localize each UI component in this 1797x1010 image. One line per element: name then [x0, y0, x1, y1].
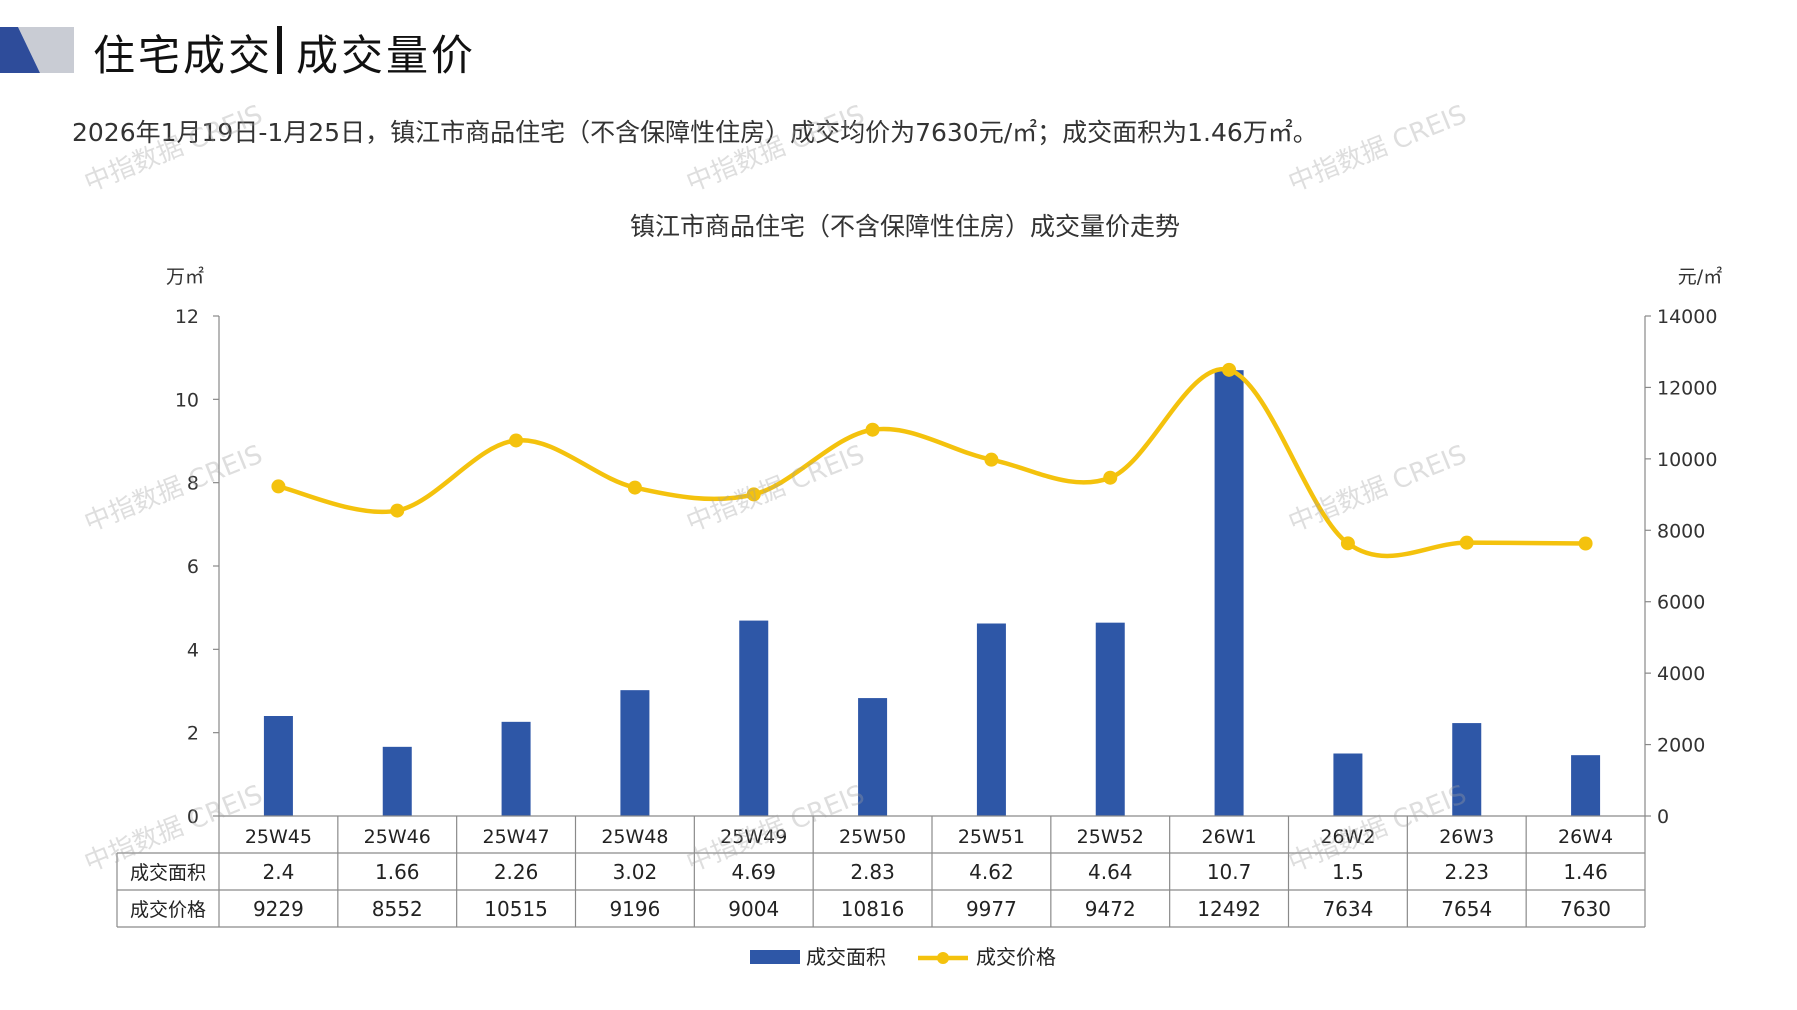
x-tick-label: 25W45	[245, 826, 312, 848]
bar-25W47	[501, 721, 531, 816]
right-axis-tick-label: 14000	[1657, 306, 1717, 328]
price-point-25W47	[509, 433, 524, 448]
table-cell-price: 9977	[966, 897, 1017, 921]
table-cell-area: 10.7	[1207, 860, 1252, 884]
summary-text: 2026年1月19日-1月25日，镇江市商品住宅（不含保障性住房）成交均价为76…	[72, 118, 1318, 147]
table-cell-price: 7634	[1322, 897, 1373, 921]
left-axis-tick-label: 12	[175, 306, 199, 328]
left-axis-tick-label: 0	[187, 806, 199, 828]
table-cell-area: 3.02	[613, 860, 658, 884]
price-point-25W50	[865, 422, 880, 437]
bar-26W3	[1452, 723, 1482, 816]
table-cell-area: 1.5	[1332, 860, 1364, 884]
table-cell-area: 4.62	[969, 860, 1014, 884]
legend-label-area: 成交面积	[806, 945, 886, 969]
table-cell-area: 4.64	[1088, 860, 1133, 884]
price-point-26W3	[1459, 535, 1474, 550]
table-cell-price: 7630	[1560, 897, 1611, 921]
x-tick-label: 26W3	[1439, 826, 1494, 848]
left-axis-tick-label: 8	[187, 473, 199, 495]
table-cell-area: 2.4	[263, 860, 295, 884]
table-cell-area: 2.83	[850, 860, 895, 884]
x-tick-label: 25W52	[1077, 826, 1144, 848]
bar-25W51	[976, 623, 1006, 816]
bar-26W1	[1214, 370, 1244, 816]
right-axis-unit: 元/㎡	[1678, 265, 1722, 288]
right-axis-tick-label: 12000	[1657, 377, 1717, 399]
brand-logo	[0, 27, 74, 73]
table-cell-price: 7654	[1441, 897, 1492, 921]
price-point-25W48	[627, 480, 642, 495]
bar-25W48	[620, 690, 650, 816]
price-point-25W46	[390, 503, 405, 518]
price-point-25W49	[746, 487, 761, 502]
bar-26W4	[1571, 755, 1601, 816]
legend-swatch-marker	[937, 952, 949, 964]
price-point-26W1	[1222, 362, 1237, 377]
right-axis-tick-label: 2000	[1657, 735, 1705, 757]
table-cell-price: 9196	[609, 897, 660, 921]
right-axis-tick-label: 4000	[1657, 663, 1705, 685]
x-tick-label: 25W50	[839, 826, 906, 848]
table-cell-area: 4.69	[731, 860, 776, 884]
x-tick-label: 26W4	[1558, 826, 1613, 848]
table-cell-area: 2.23	[1444, 860, 1489, 884]
table-cell-price: 9472	[1085, 897, 1136, 921]
x-tick-label: 25W49	[720, 826, 787, 848]
table-cell-price: 10816	[841, 897, 905, 921]
price-point-25W45	[271, 479, 286, 494]
price-point-26W4	[1578, 536, 1593, 551]
bar-25W46	[382, 746, 412, 816]
left-axis-unit: 万㎡	[166, 265, 204, 288]
bar-25W49	[739, 620, 769, 816]
page-title: 住宅成交	[93, 31, 274, 80]
logo-dark-shape	[0, 27, 40, 73]
x-tick-label: 25W48	[601, 826, 668, 848]
right-axis-tick-label: 0	[1657, 806, 1669, 828]
left-axis-tick-label: 10	[175, 389, 199, 411]
right-axis-tick-label: 10000	[1657, 449, 1717, 471]
bar-25W52	[1095, 622, 1125, 816]
legend-swatch-area	[750, 950, 800, 964]
chart-title: 镇江市商品住宅（不含保障性住房）成交量价走势	[630, 212, 1180, 241]
right-axis-tick-label: 6000	[1657, 592, 1705, 614]
x-tick-label: 25W47	[483, 826, 550, 848]
bar-26W2	[1333, 753, 1363, 816]
page-subtitle: 成交量价	[296, 31, 477, 80]
table-cell-price: 9004	[728, 897, 779, 921]
bar-25W50	[858, 698, 888, 816]
price-point-26W2	[1340, 536, 1355, 551]
price-point-25W51	[984, 452, 999, 467]
table-cell-price: 9229	[253, 897, 304, 921]
left-axis-tick-label: 2	[187, 723, 199, 745]
table-cell-area: 1.66	[375, 860, 420, 884]
title-divider	[277, 26, 282, 74]
table-cell-price: 12492	[1197, 897, 1261, 921]
table-row-label-price: 成交价格	[130, 899, 206, 921]
table-cell-price: 8552	[372, 897, 423, 921]
logo-light-shape	[18, 27, 74, 73]
table-row-label-area: 成交面积	[130, 862, 206, 884]
left-axis-tick-label: 6	[187, 556, 199, 578]
table-cell-area: 1.46	[1563, 860, 1608, 884]
right-axis-tick-label: 8000	[1657, 520, 1705, 542]
x-tick-label: 25W46	[364, 826, 431, 848]
left-axis-tick-label: 4	[187, 639, 199, 661]
x-tick-label: 25W51	[958, 826, 1025, 848]
table-cell-price: 10515	[484, 897, 548, 921]
table-cell-area: 2.26	[494, 860, 539, 884]
bar-25W45	[263, 716, 293, 816]
price-point-25W52	[1103, 470, 1118, 485]
legend-label-price: 成交价格	[976, 945, 1056, 969]
x-tick-label: 26W2	[1320, 826, 1375, 848]
x-tick-label: 26W1	[1202, 826, 1257, 848]
